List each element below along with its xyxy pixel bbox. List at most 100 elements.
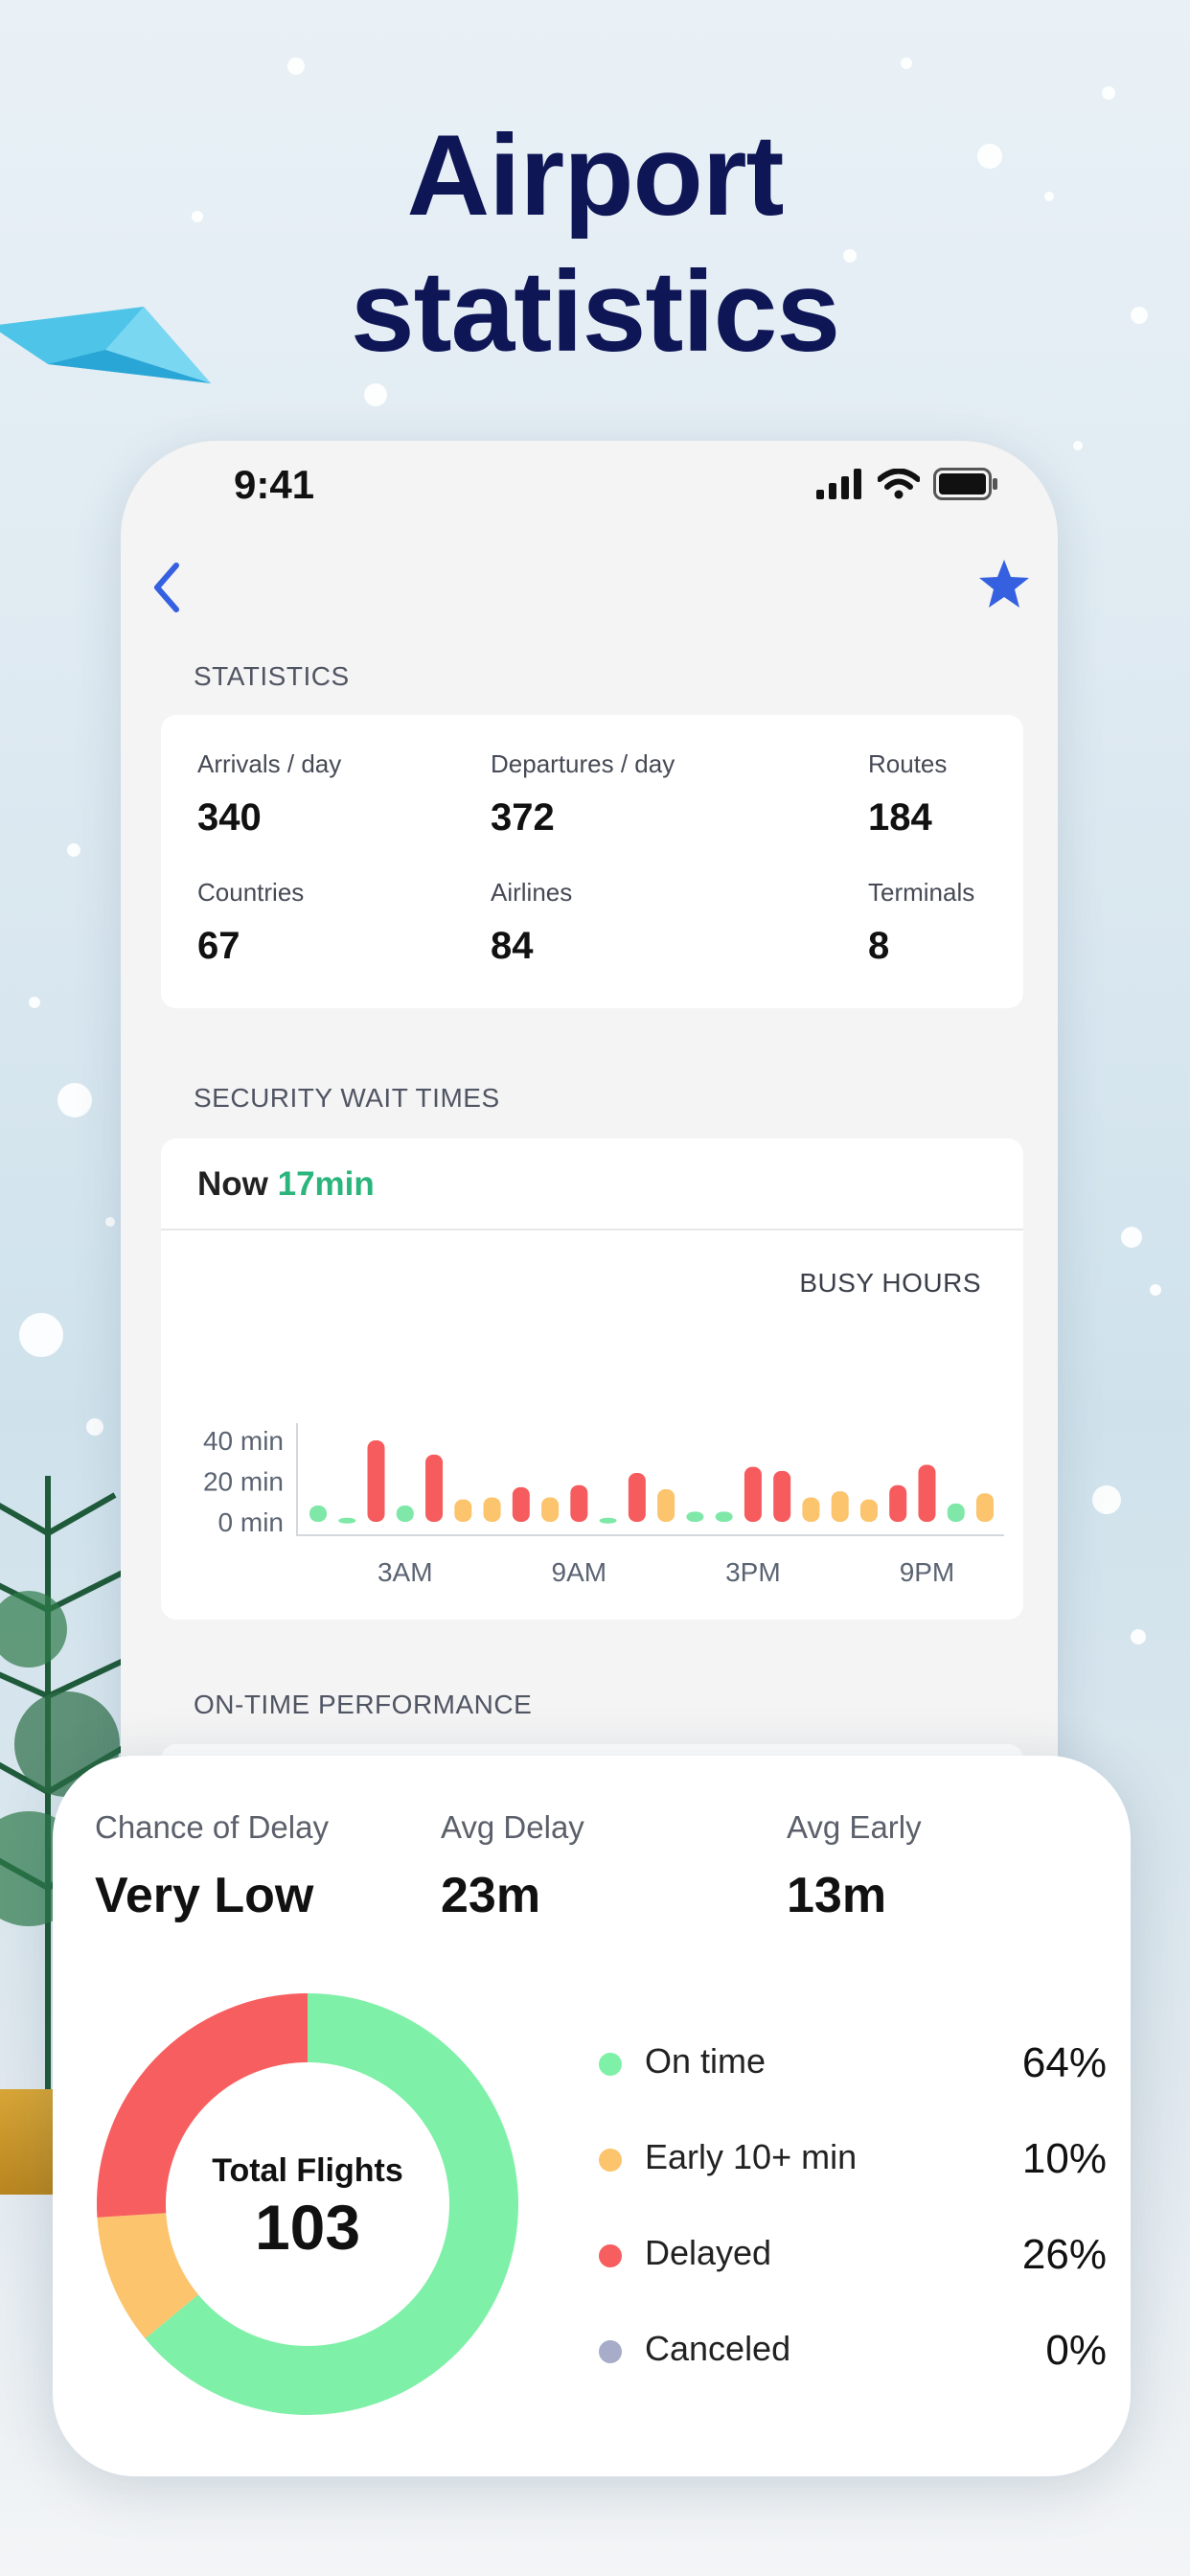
- legend-percent: 0%: [1045, 2327, 1107, 2374]
- chart-bar: [773, 1470, 791, 1522]
- divider: [161, 1229, 1023, 1230]
- flights-donut-chart: Total Flights 103: [95, 1991, 520, 2417]
- chart-bar: [657, 1489, 675, 1522]
- total-flights-value: 103: [254, 2192, 361, 2263]
- stat-value: 67: [197, 925, 240, 967]
- security-wait-card: Now 17min BUSY HOURS 40 min 20 min 0 min 3A…: [161, 1138, 1023, 1620]
- legend-percent: 64%: [1021, 2039, 1107, 2086]
- headline-line-2: statistics: [350, 247, 840, 376]
- x-tick-label: 3PM: [725, 1557, 781, 1587]
- stat-airlines: Airlines 84: [491, 878, 572, 968]
- statistics-card: Arrivals / day 340 Departures / day 372 …: [161, 715, 1023, 1008]
- chart-bar: [947, 1503, 965, 1522]
- chart-bar: [512, 1486, 530, 1522]
- now-value: 17min: [277, 1165, 375, 1203]
- legend-label: Early 10+ min: [645, 2137, 858, 2176]
- chart-bar: [570, 1484, 588, 1522]
- busy-hours-chart: 40 min 20 min 0 min 3AM 9AM 3PM 9PM: [203, 1423, 1004, 1587]
- phone-screen: 9:41 STATISTICS Arrivals / day 340: [121, 441, 1058, 1878]
- chevron-left-icon[interactable]: [140, 554, 197, 621]
- legend-label: On time: [645, 2041, 767, 2081]
- avg-early-label: Avg Early: [787, 1809, 922, 1845]
- avg-delay-value: 23m: [441, 1868, 541, 1923]
- y-tick-label: 20 min: [203, 1467, 284, 1497]
- chart-bar: [367, 1440, 385, 1522]
- wifi-icon: [878, 469, 920, 499]
- chance-label: Chance of Delay: [95, 1809, 329, 1845]
- chart-bar: [831, 1491, 849, 1522]
- status-icons: [816, 468, 998, 500]
- chart-bar: [599, 1517, 617, 1524]
- legend-dot: [599, 2244, 622, 2267]
- legend-label: Delayed: [645, 2233, 772, 2272]
- chart-bar: [744, 1466, 762, 1522]
- chart-bar: [976, 1493, 994, 1522]
- legend-percent: 26%: [1021, 2231, 1107, 2278]
- chart-bar: [859, 1499, 878, 1522]
- donut-slice: [97, 1993, 309, 2218]
- stat-value: 340: [197, 796, 262, 839]
- stat-arrivals: Arrivals / day 340: [197, 749, 341, 840]
- x-tick-label: 9AM: [552, 1557, 607, 1587]
- donut-slice: [145, 1993, 518, 2415]
- security-section-title: SECURITY WAIT TIMES: [194, 1083, 500, 1113]
- now-label: Now: [197, 1165, 268, 1203]
- avg-delay: Avg Delay 23m: [441, 1809, 584, 1924]
- donut-svg: [97, 1993, 518, 2415]
- on-time-performance-card: Chance of Delay Very Low Avg Delay 23m A…: [53, 1756, 1131, 2476]
- status-time: 9:41: [234, 462, 315, 507]
- chance-of-delay: Chance of Delay Very Low: [95, 1809, 329, 1924]
- chance-value: Very Low: [95, 1868, 314, 1923]
- stat-label: Terminals: [868, 878, 975, 907]
- chart-bar: [686, 1511, 704, 1522]
- cellular-signal-icon: [816, 469, 861, 499]
- chart-bar: [541, 1497, 560, 1522]
- y-tick-label: 40 min: [203, 1426, 284, 1456]
- avg-delay-label: Avg Delay: [441, 1809, 584, 1845]
- stat-value: 8: [868, 925, 890, 967]
- stat-terminals: Terminals 8: [868, 878, 974, 968]
- stat-routes: Routes 184: [868, 749, 947, 840]
- headline: Airport statistics: [0, 107, 1190, 380]
- chart-bar: [628, 1473, 646, 1522]
- legend-label: Canceled: [645, 2329, 791, 2368]
- legend-dot: [599, 2340, 622, 2363]
- chart-bar: [483, 1497, 501, 1522]
- chart-bar: [338, 1517, 356, 1524]
- paper-plane-illustration: [0, 307, 211, 383]
- total-flights-label: Total Flights: [212, 2152, 403, 2189]
- statistics-section-title: STATISTICS: [194, 661, 350, 691]
- x-tick-label: 9PM: [900, 1557, 955, 1587]
- legend-delayed: Delayed 26%: [599, 2225, 1107, 2283]
- battery-icon: [933, 468, 997, 500]
- on-time-section-title: ON-TIME PERFORMANCE: [194, 1690, 533, 1719]
- busy-hours-label: BUSY HOURS: [799, 1268, 981, 1298]
- stat-value: 184: [868, 796, 932, 839]
- chart-bar: [425, 1454, 444, 1522]
- stat-departures: Departures / day 372: [491, 749, 675, 840]
- x-tick-label: 3AM: [378, 1557, 433, 1587]
- stat-value: 372: [491, 796, 555, 839]
- current-wait: Now 17min: [197, 1165, 375, 1204]
- chart-axis: [296, 1423, 1004, 1536]
- headline-line-1: Airport: [406, 111, 785, 240]
- legend-dot: [599, 2053, 622, 2076]
- chart-bar: [396, 1506, 414, 1522]
- avg-early-value: 13m: [787, 1868, 887, 1923]
- legend-percent: 10%: [1021, 2135, 1107, 2182]
- y-tick-label: 0 min: [218, 1507, 284, 1537]
- chart-bar: [918, 1464, 936, 1522]
- legend-dot: [599, 2149, 622, 2172]
- chart-bar: [715, 1511, 733, 1522]
- legend-canceled: Canceled 0%: [599, 2321, 1107, 2379]
- stat-label: Arrivals / day: [197, 749, 342, 778]
- star-icon[interactable]: [975, 556, 1033, 613]
- chart-bar: [454, 1499, 472, 1522]
- chart-bar: [889, 1484, 907, 1522]
- legend-early: Early 10+ min 10%: [599, 2129, 1107, 2187]
- donut-slice: [97, 2212, 199, 2339]
- legend-on-time: On time 64%: [599, 2034, 1107, 2091]
- donut-center: Total Flights 103: [95, 1991, 520, 2417]
- stat-label: Airlines: [491, 878, 573, 907]
